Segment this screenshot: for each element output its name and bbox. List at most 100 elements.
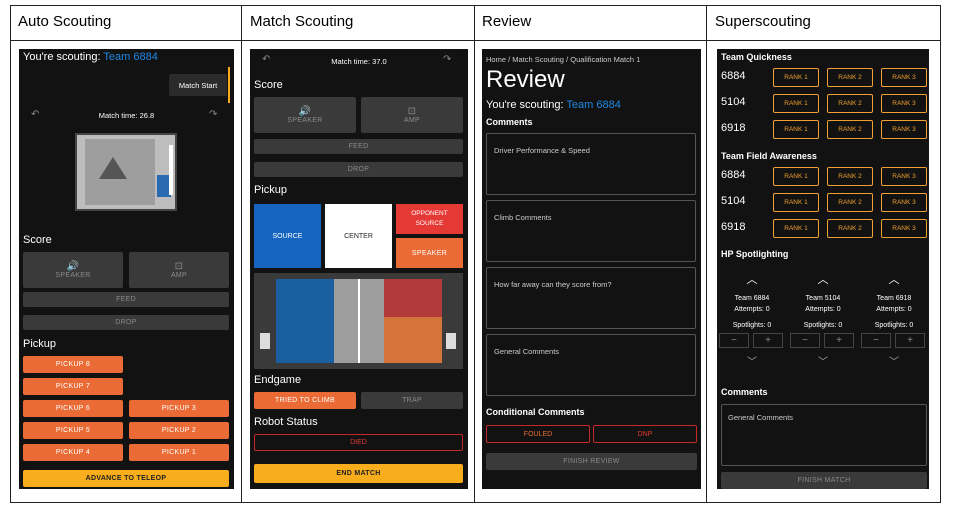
team-number: 6918 — [721, 221, 746, 233]
amp-icon: ⊡ — [407, 106, 417, 117]
team-number: 5104 — [721, 195, 746, 207]
awareness-6918-rank-2[interactable]: RANK 2 — [827, 219, 873, 238]
fouled-button[interactable]: FOULED — [486, 425, 590, 443]
hp-6918-minus-button[interactable]: − — [861, 333, 891, 348]
feed-button[interactable]: FEED — [23, 292, 229, 307]
hp-team-6918: Team 6918 Attempts: 0 Spotlights: 0 — [874, 295, 914, 329]
trap-button[interactable]: TRAP — [361, 392, 463, 409]
speaker-button[interactable]: 🔊 SPEAKER — [254, 97, 356, 133]
drop-button[interactable]: DROP — [254, 162, 463, 177]
column-divider — [241, 5, 242, 503]
awareness-6884-rank-2[interactable]: RANK 2 — [827, 167, 873, 186]
feed-button[interactable]: FEED — [254, 139, 463, 154]
match-start-button[interactable]: Match Start — [169, 74, 227, 96]
quickness-6884-rank-2[interactable]: RANK 2 — [827, 68, 873, 87]
quickness-6918-rank-1[interactable]: RANK 1 — [773, 120, 819, 139]
pickup-4-button[interactable]: PICKUP 4 — [23, 444, 123, 461]
source-button[interactable]: SOURCE — [254, 204, 321, 268]
hp-6884-plus-button[interactable]: + — [753, 333, 783, 348]
awareness-6884-rank-1[interactable]: RANK 1 — [773, 167, 819, 186]
amp-button[interactable]: ⊡ AMP — [361, 97, 463, 133]
finish-match-button[interactable]: FINISH MATCH — [721, 472, 927, 489]
pickup-8-button[interactable]: PICKUP 8 — [23, 356, 123, 373]
quickness-6884-rank-1[interactable]: RANK 1 — [773, 68, 819, 87]
speaker-icon: 🔊 — [66, 261, 80, 272]
general-comments-field[interactable]: General Comments — [486, 334, 696, 396]
driver-performance-field[interactable]: Driver Performance & Speed — [486, 133, 696, 195]
quickness-6884-rank-3[interactable]: RANK 3 — [881, 68, 927, 87]
pickup-3-button[interactable]: PICKUP 3 — [129, 400, 229, 417]
awareness-5104-rank-1[interactable]: RANK 1 — [773, 193, 819, 212]
undo-icon[interactable]: ↶ — [31, 109, 40, 120]
chevron-down-icon[interactable]: ﹀ — [747, 357, 757, 368]
match-time: Match time: 26.8 — [98, 111, 155, 120]
awareness-6918-rank-1[interactable]: RANK 1 — [773, 219, 819, 238]
team-number: 5104 — [721, 96, 746, 108]
chevron-up-icon[interactable]: ︿ — [888, 274, 900, 286]
score-heading: Score — [23, 234, 52, 246]
hp-spotlighting-heading: HP Spotlighting — [721, 249, 789, 259]
chevron-up-icon[interactable]: ︿ — [746, 274, 758, 286]
pickup-6-button[interactable]: PICKUP 6 — [23, 400, 123, 417]
chevron-down-icon[interactable]: ﹀ — [818, 357, 828, 368]
chevron-up-icon[interactable]: ︿ — [817, 274, 829, 286]
team-quickness-heading: Team Quickness — [721, 52, 792, 62]
review-screen: Home / Match Scouting / Qualification Ma… — [482, 49, 701, 489]
header-match-scouting: Match Scouting — [250, 13, 354, 30]
endgame-heading: Endgame — [254, 374, 302, 386]
quickness-6918-rank-3[interactable]: RANK 3 — [881, 120, 927, 139]
team-name: Team 6884 — [103, 51, 158, 63]
amp-button[interactable]: ⊡ AMP — [129, 252, 229, 288]
center-button[interactable]: CENTER — [325, 204, 392, 268]
speaker-button[interactable]: 🔊 SPEAKER — [23, 252, 123, 288]
awareness-5104-rank-2[interactable]: RANK 2 — [827, 193, 873, 212]
redo-icon[interactable]: ↷ — [443, 54, 452, 65]
match-field-map[interactable] — [254, 273, 463, 369]
speaker-icon: 🔊 — [298, 106, 312, 117]
tried-to-climb-button[interactable]: TRIED TO CLIMB — [254, 392, 356, 409]
breadcrumb: Home / Match Scouting / Qualification Ma… — [486, 55, 641, 64]
header-divider — [10, 40, 941, 41]
scouting-label: You're scouting: Team 6884 — [486, 99, 621, 111]
hp-6884-minus-button[interactable]: − — [719, 333, 749, 348]
auto-field-map[interactable] — [75, 133, 177, 211]
breadcrumb-current: Qualification Match 1 — [570, 55, 641, 64]
dnp-button[interactable]: DNP — [593, 425, 697, 443]
breadcrumb-home[interactable]: Home — [486, 55, 507, 64]
header-superscouting: Superscouting — [715, 13, 811, 30]
superscouting-screen: Team Quickness 6884 RANK 1 RANK 2 RANK 3… — [717, 49, 929, 489]
team-number: 6884 — [721, 169, 746, 181]
end-match-button[interactable]: END MATCH — [254, 464, 463, 483]
team-number: 6884 — [721, 70, 746, 82]
column-divider — [706, 5, 707, 503]
quickness-5104-rank-1[interactable]: RANK 1 — [773, 94, 819, 113]
general-comments-field[interactable]: General Comments — [721, 404, 927, 466]
awareness-6918-rank-3[interactable]: RANK 3 — [881, 219, 927, 238]
chevron-down-icon[interactable]: ﹀ — [889, 357, 899, 368]
opponent-source-button[interactable]: OPPONENT SOURCE — [396, 204, 463, 234]
undo-icon[interactable]: ↶ — [262, 54, 271, 65]
pickup-1-button[interactable]: PICKUP 1 — [129, 444, 229, 461]
pickup-heading: Pickup — [23, 338, 57, 350]
quickness-6918-rank-2[interactable]: RANK 2 — [827, 120, 873, 139]
drop-button[interactable]: DROP — [23, 315, 229, 330]
awareness-6884-rank-3[interactable]: RANK 3 — [881, 167, 927, 186]
awareness-5104-rank-3[interactable]: RANK 3 — [881, 193, 927, 212]
score-distance-field[interactable]: How far away can they score from? — [486, 267, 696, 329]
hp-5104-minus-button[interactable]: − — [790, 333, 820, 348]
hp-team-5104: Team 5104 Attempts: 0 Spotlights: 0 — [803, 295, 843, 329]
died-button[interactable]: DIED — [254, 434, 463, 451]
quickness-5104-rank-2[interactable]: RANK 2 — [827, 94, 873, 113]
pickup-2-button[interactable]: PICKUP 2 — [129, 422, 229, 439]
redo-icon[interactable]: ↷ — [209, 109, 218, 120]
quickness-5104-rank-3[interactable]: RANK 3 — [881, 94, 927, 113]
advance-to-teleop-button[interactable]: ADVANCE TO TELEOP — [23, 470, 229, 487]
pickup-5-button[interactable]: PICKUP 5 — [23, 422, 123, 439]
climb-comments-field[interactable]: Climb Comments — [486, 200, 696, 262]
finish-review-button[interactable]: FINISH REVIEW — [486, 453, 697, 470]
speaker-pickup-button[interactable]: SPEAKER — [396, 238, 463, 268]
hp-5104-plus-button[interactable]: + — [824, 333, 854, 348]
hp-6918-plus-button[interactable]: + — [895, 333, 925, 348]
breadcrumb-match-scouting[interactable]: Match Scouting — [512, 55, 564, 64]
pickup-7-button[interactable]: PICKUP 7 — [23, 378, 123, 395]
